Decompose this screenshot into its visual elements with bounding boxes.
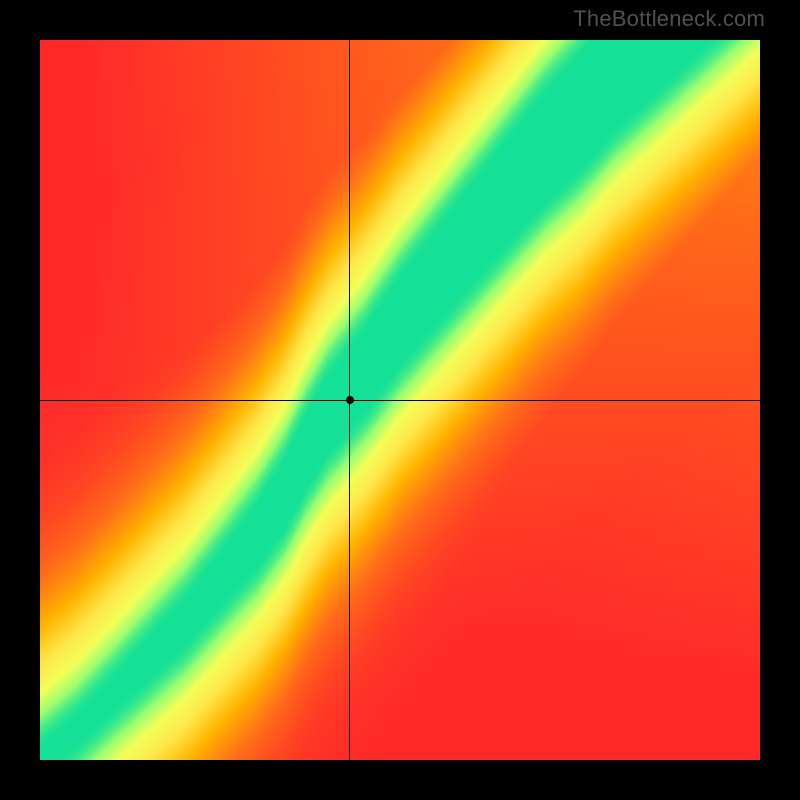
- crosshair-dot: [346, 396, 354, 404]
- watermark-text: TheBottleneck.com: [573, 6, 765, 32]
- chart-container: TheBottleneck.com: [0, 0, 800, 800]
- crosshair-horizontal: [40, 400, 760, 401]
- heatmap-plot: [40, 40, 760, 760]
